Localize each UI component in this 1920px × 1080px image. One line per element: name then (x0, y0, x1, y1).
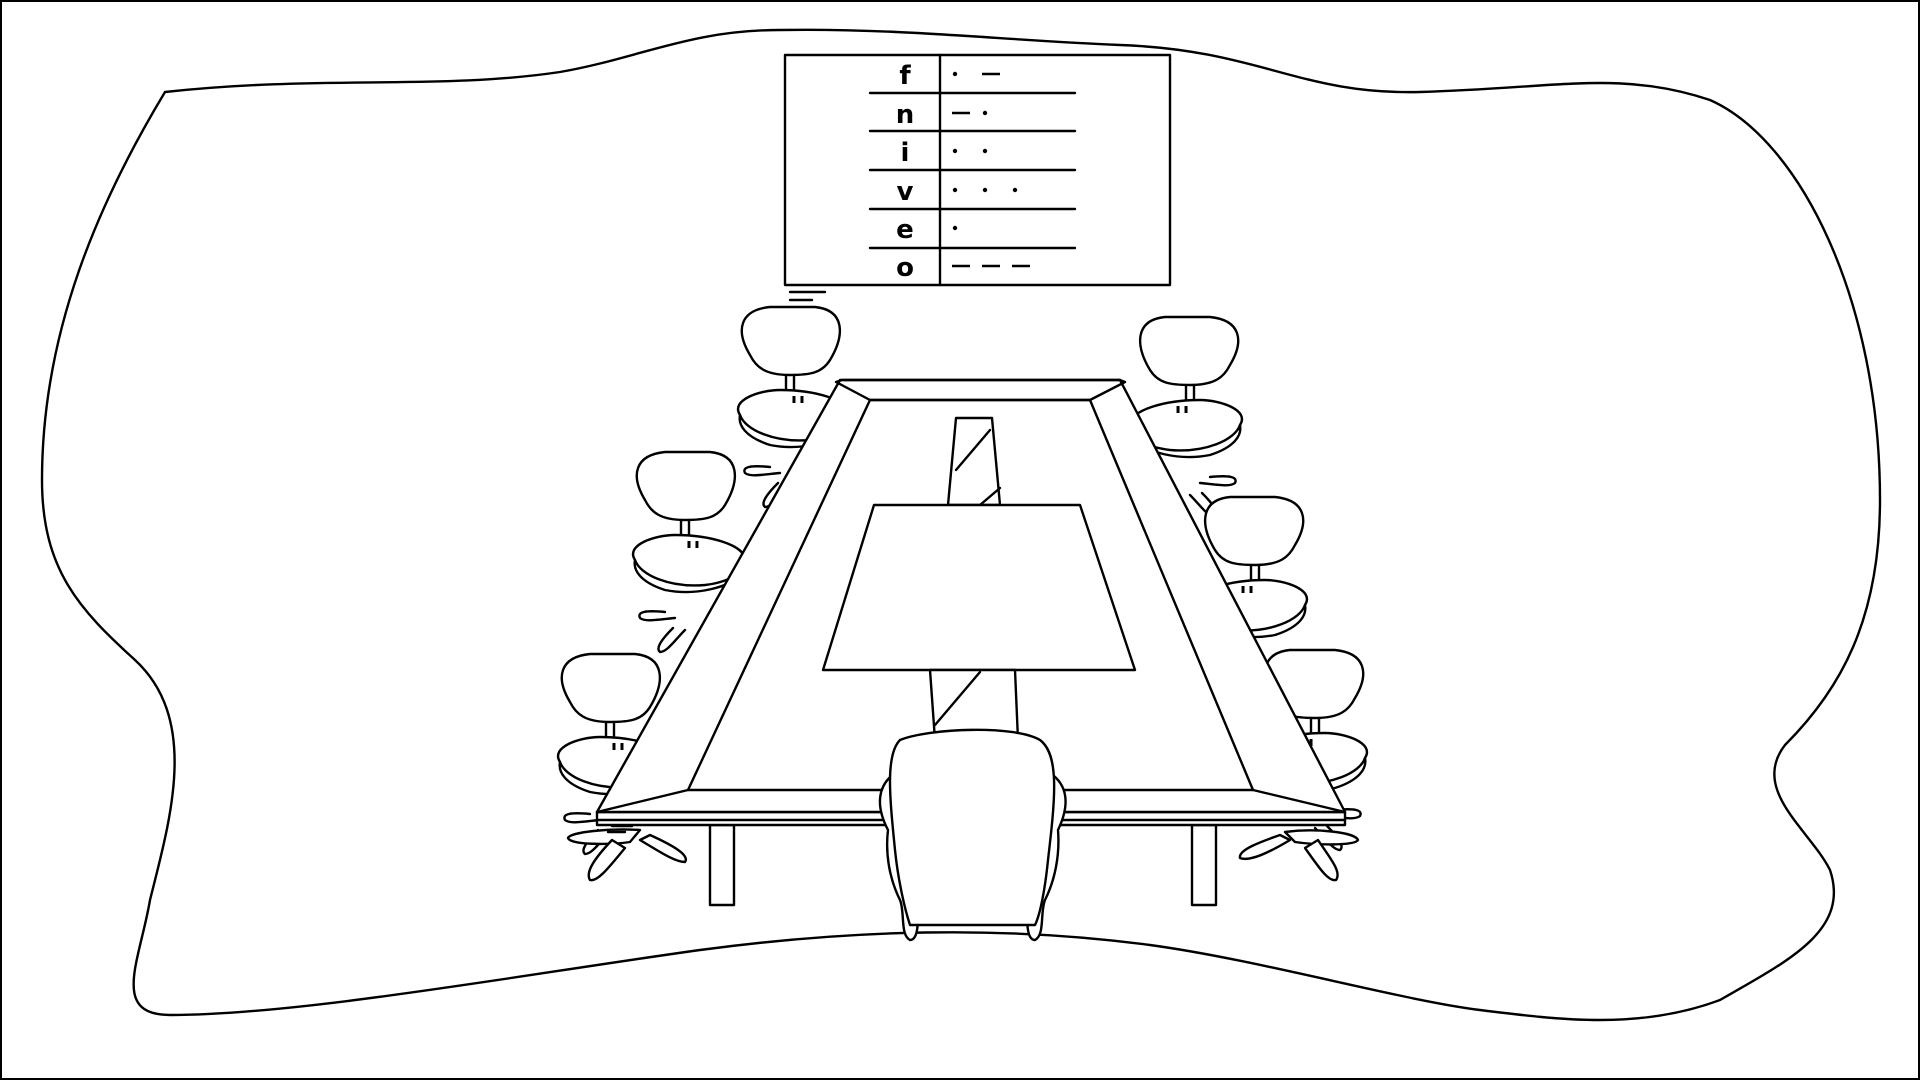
code-dot (952, 225, 958, 231)
conference-table (595, 378, 1347, 834)
chair-base-left (566, 828, 687, 882)
code-letter: i (901, 138, 910, 168)
code-dot (982, 110, 988, 116)
code-chart-board: f n i v e o (783, 53, 1172, 302)
chair-base-right (1238, 829, 1360, 882)
code-letter: e (896, 215, 914, 245)
code-dot (952, 71, 958, 77)
code-letter: v (897, 177, 914, 207)
code-letter: n (896, 100, 915, 130)
code-dot (1012, 187, 1018, 193)
chair-front-center (878, 728, 1067, 942)
table-leg (1190, 823, 1218, 907)
code-dot (982, 148, 988, 154)
code-dot (982, 187, 988, 193)
code-dot (952, 148, 958, 154)
code-dot (952, 187, 958, 193)
table-center-strip (946, 416, 1002, 507)
code-marks (952, 71, 1030, 268)
code-letter: o (896, 253, 914, 283)
room-blob-outline (40, 28, 1882, 1022)
code-letter: f (899, 61, 911, 91)
table-leg (708, 823, 736, 907)
table-center-panel (821, 503, 1137, 672)
